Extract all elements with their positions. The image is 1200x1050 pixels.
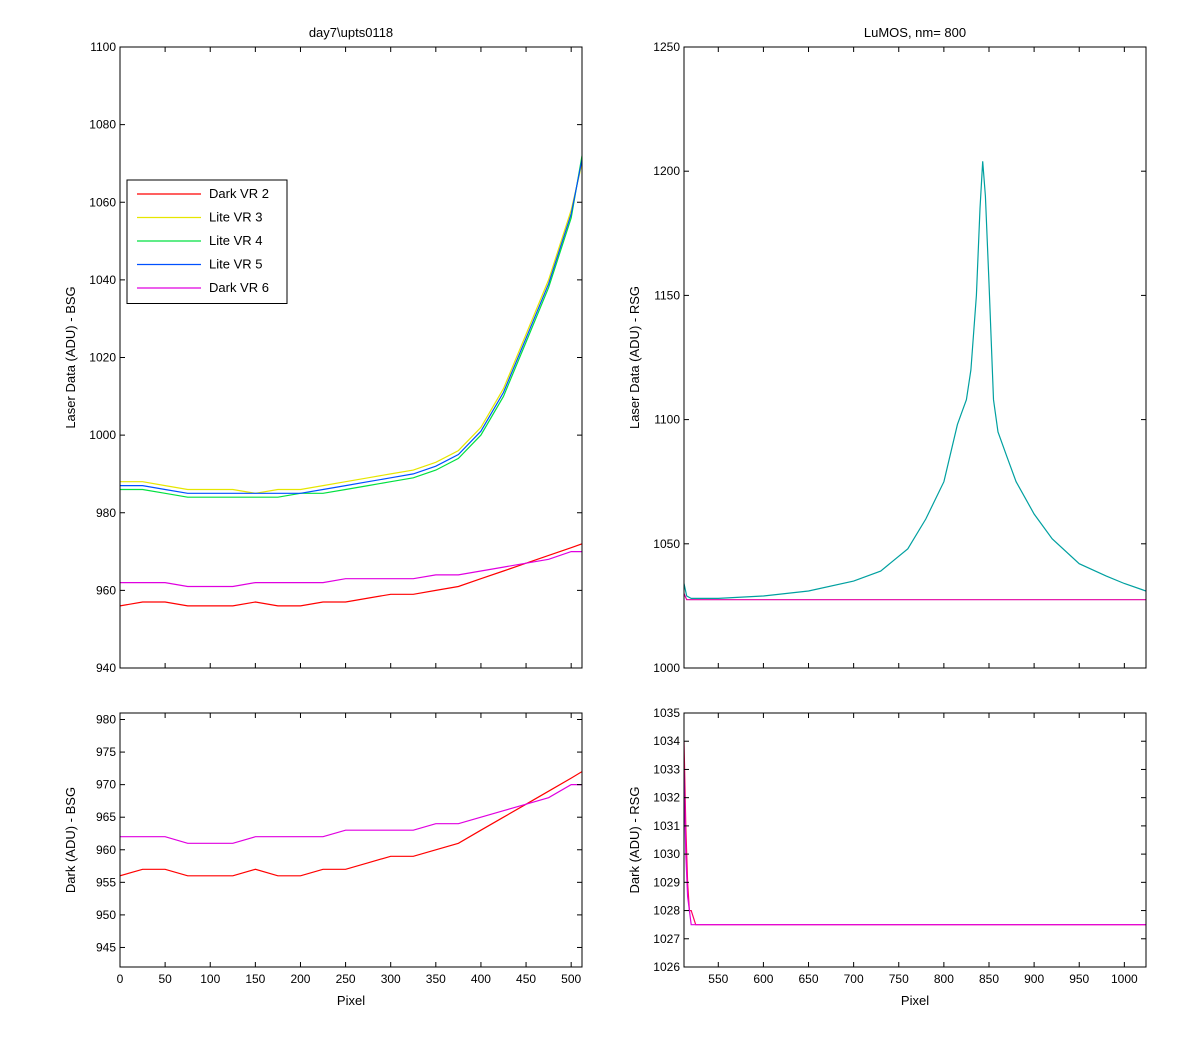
series-line-dark-vr-2 bbox=[120, 543, 582, 607]
chart-0: 940 960 980 1000 1020 1040 1060 1080 1100 day7\up… bbox=[63, 25, 583, 675]
series-line-lite-vr-4 bbox=[120, 155, 582, 498]
axes-frame bbox=[119, 712, 583, 968]
chart-3: 1026 1027 1028 1029 1030 1031 1032 1033 1034 1035… bbox=[627, 706, 1147, 1008]
plot-area bbox=[684, 47, 1146, 668]
x-tick-label: 900 bbox=[1024, 972, 1044, 986]
series-line-1 bbox=[684, 593, 1146, 601]
chart-title: day7\upts0118 bbox=[309, 25, 393, 40]
x-tick-label: 400 bbox=[471, 972, 491, 986]
y-tick-label: 1080 bbox=[89, 118, 116, 132]
legend: Dark VR 2 Lite VR 3 Lite VR 4 Lite VR 5 Dark… bbox=[126, 179, 288, 304]
y-tick-label: 1031 bbox=[653, 819, 680, 833]
series-group bbox=[120, 771, 582, 877]
y-tick-label: 1000 bbox=[89, 428, 116, 442]
y-tick-label: 1100 bbox=[654, 413, 680, 427]
x-tick-label: 950 bbox=[1069, 972, 1089, 986]
chart-title: LuMOS, nm= 800 bbox=[864, 25, 966, 40]
x-tick-label: 600 bbox=[753, 972, 773, 986]
y-tick-label: 1050 bbox=[653, 537, 680, 551]
legend-label: Lite VR 3 bbox=[209, 210, 262, 225]
x-axis-label: Pixel bbox=[337, 993, 365, 1008]
y-tick-label: 950 bbox=[96, 908, 116, 922]
y-axis-label: Dark (ADU) - RSG bbox=[627, 787, 642, 894]
y-tick-label: 960 bbox=[96, 583, 116, 597]
y-tick-label: 1250 bbox=[653, 40, 680, 54]
plot-area bbox=[120, 713, 582, 967]
x-tick-label: 300 bbox=[381, 972, 401, 986]
legend-label: Dark VR 2 bbox=[209, 186, 269, 201]
y-tick-label: 960 bbox=[96, 843, 116, 857]
x-tick-label: 700 bbox=[844, 972, 864, 986]
x-tick-label: 850 bbox=[979, 972, 999, 986]
y-tick-label: 1060 bbox=[89, 195, 116, 209]
y-tick-label: 1028 bbox=[653, 904, 680, 918]
y-tick-label: 1030 bbox=[653, 847, 680, 861]
y-tick-label: 1040 bbox=[89, 273, 116, 287]
x-tick-label: 500 bbox=[561, 972, 581, 986]
axes-frame bbox=[683, 46, 1147, 669]
x-tick-label: 150 bbox=[245, 972, 265, 986]
y-tick-label: 1150 bbox=[654, 288, 680, 302]
x-tick-label: 650 bbox=[799, 972, 819, 986]
legend-label: Dark VR 6 bbox=[209, 280, 269, 295]
y-tick-label: 975 bbox=[96, 745, 116, 759]
x-tick-label: 50 bbox=[158, 972, 172, 986]
chart-2: 945 950 955 960 965 970 975 980 0 50 100 150 200 250 3… bbox=[63, 712, 583, 1008]
y-tick-label: 1020 bbox=[89, 351, 116, 365]
chart-1: 1000 1050 1100 1150 1200 1250 LuMOS, nm= 800 La… bbox=[627, 25, 1147, 675]
x-tick-label: 800 bbox=[934, 972, 954, 986]
x-tick-label: 200 bbox=[290, 972, 310, 986]
y-tick-label: 965 bbox=[96, 810, 116, 824]
y-tick-label: 980 bbox=[96, 506, 116, 520]
series-group bbox=[684, 161, 1146, 601]
plot-area bbox=[684, 713, 1146, 967]
series-line-lite-vr-3 bbox=[120, 163, 582, 494]
plot-area bbox=[120, 47, 582, 668]
y-tick-label: 980 bbox=[96, 713, 116, 727]
y-tick-label: 955 bbox=[96, 875, 116, 889]
x-axis-label: Pixel bbox=[901, 993, 929, 1008]
y-tick-label: 940 bbox=[96, 661, 116, 675]
legend-label: Lite VR 5 bbox=[209, 257, 262, 272]
legend-box bbox=[126, 179, 288, 304]
series-line-dark-vr-6 bbox=[120, 550, 582, 588]
x-tick-label: 250 bbox=[336, 972, 356, 986]
y-tick-label: 1033 bbox=[653, 762, 680, 776]
y-axis-label: Dark (ADU) - BSG bbox=[63, 787, 78, 893]
series-line-dark-vr-2 bbox=[120, 771, 582, 877]
y-tick-label: 1100 bbox=[90, 40, 116, 54]
y-tick-label: 1027 bbox=[653, 932, 680, 946]
series-line-lite-vr-5 bbox=[120, 159, 582, 494]
y-axis-label: Laser Data (ADU) - RSG bbox=[627, 286, 642, 429]
x-tick-label: 750 bbox=[889, 972, 909, 986]
y-tick-label: 1000 bbox=[653, 661, 680, 675]
y-tick-label: 1200 bbox=[653, 164, 680, 178]
x-tick-label: 100 bbox=[200, 972, 220, 986]
x-tick-label: 450 bbox=[516, 972, 536, 986]
x-tick-label: 350 bbox=[426, 972, 446, 986]
x-tick-label: 550 bbox=[708, 972, 728, 986]
x-tick-label: 0 bbox=[117, 972, 124, 986]
y-tick-label: 1026 bbox=[653, 960, 680, 974]
y-tick-label: 1029 bbox=[653, 875, 680, 889]
legend-label: Lite VR 4 bbox=[209, 233, 262, 248]
axes-frame bbox=[683, 712, 1147, 968]
y-tick-label: 970 bbox=[96, 778, 116, 792]
y-tick-label: 1032 bbox=[653, 791, 680, 805]
series-line-0 bbox=[684, 161, 1146, 600]
series-group bbox=[120, 155, 582, 607]
y-tick-label: 1035 bbox=[653, 706, 680, 720]
x-tick-label: 1000 bbox=[1111, 972, 1138, 986]
y-tick-label: 945 bbox=[96, 940, 116, 954]
series-line-dark-vr-6 bbox=[120, 783, 582, 844]
y-tick-label: 1034 bbox=[653, 734, 680, 748]
y-axis-label: Laser Data (ADU) - BSG bbox=[63, 286, 78, 428]
